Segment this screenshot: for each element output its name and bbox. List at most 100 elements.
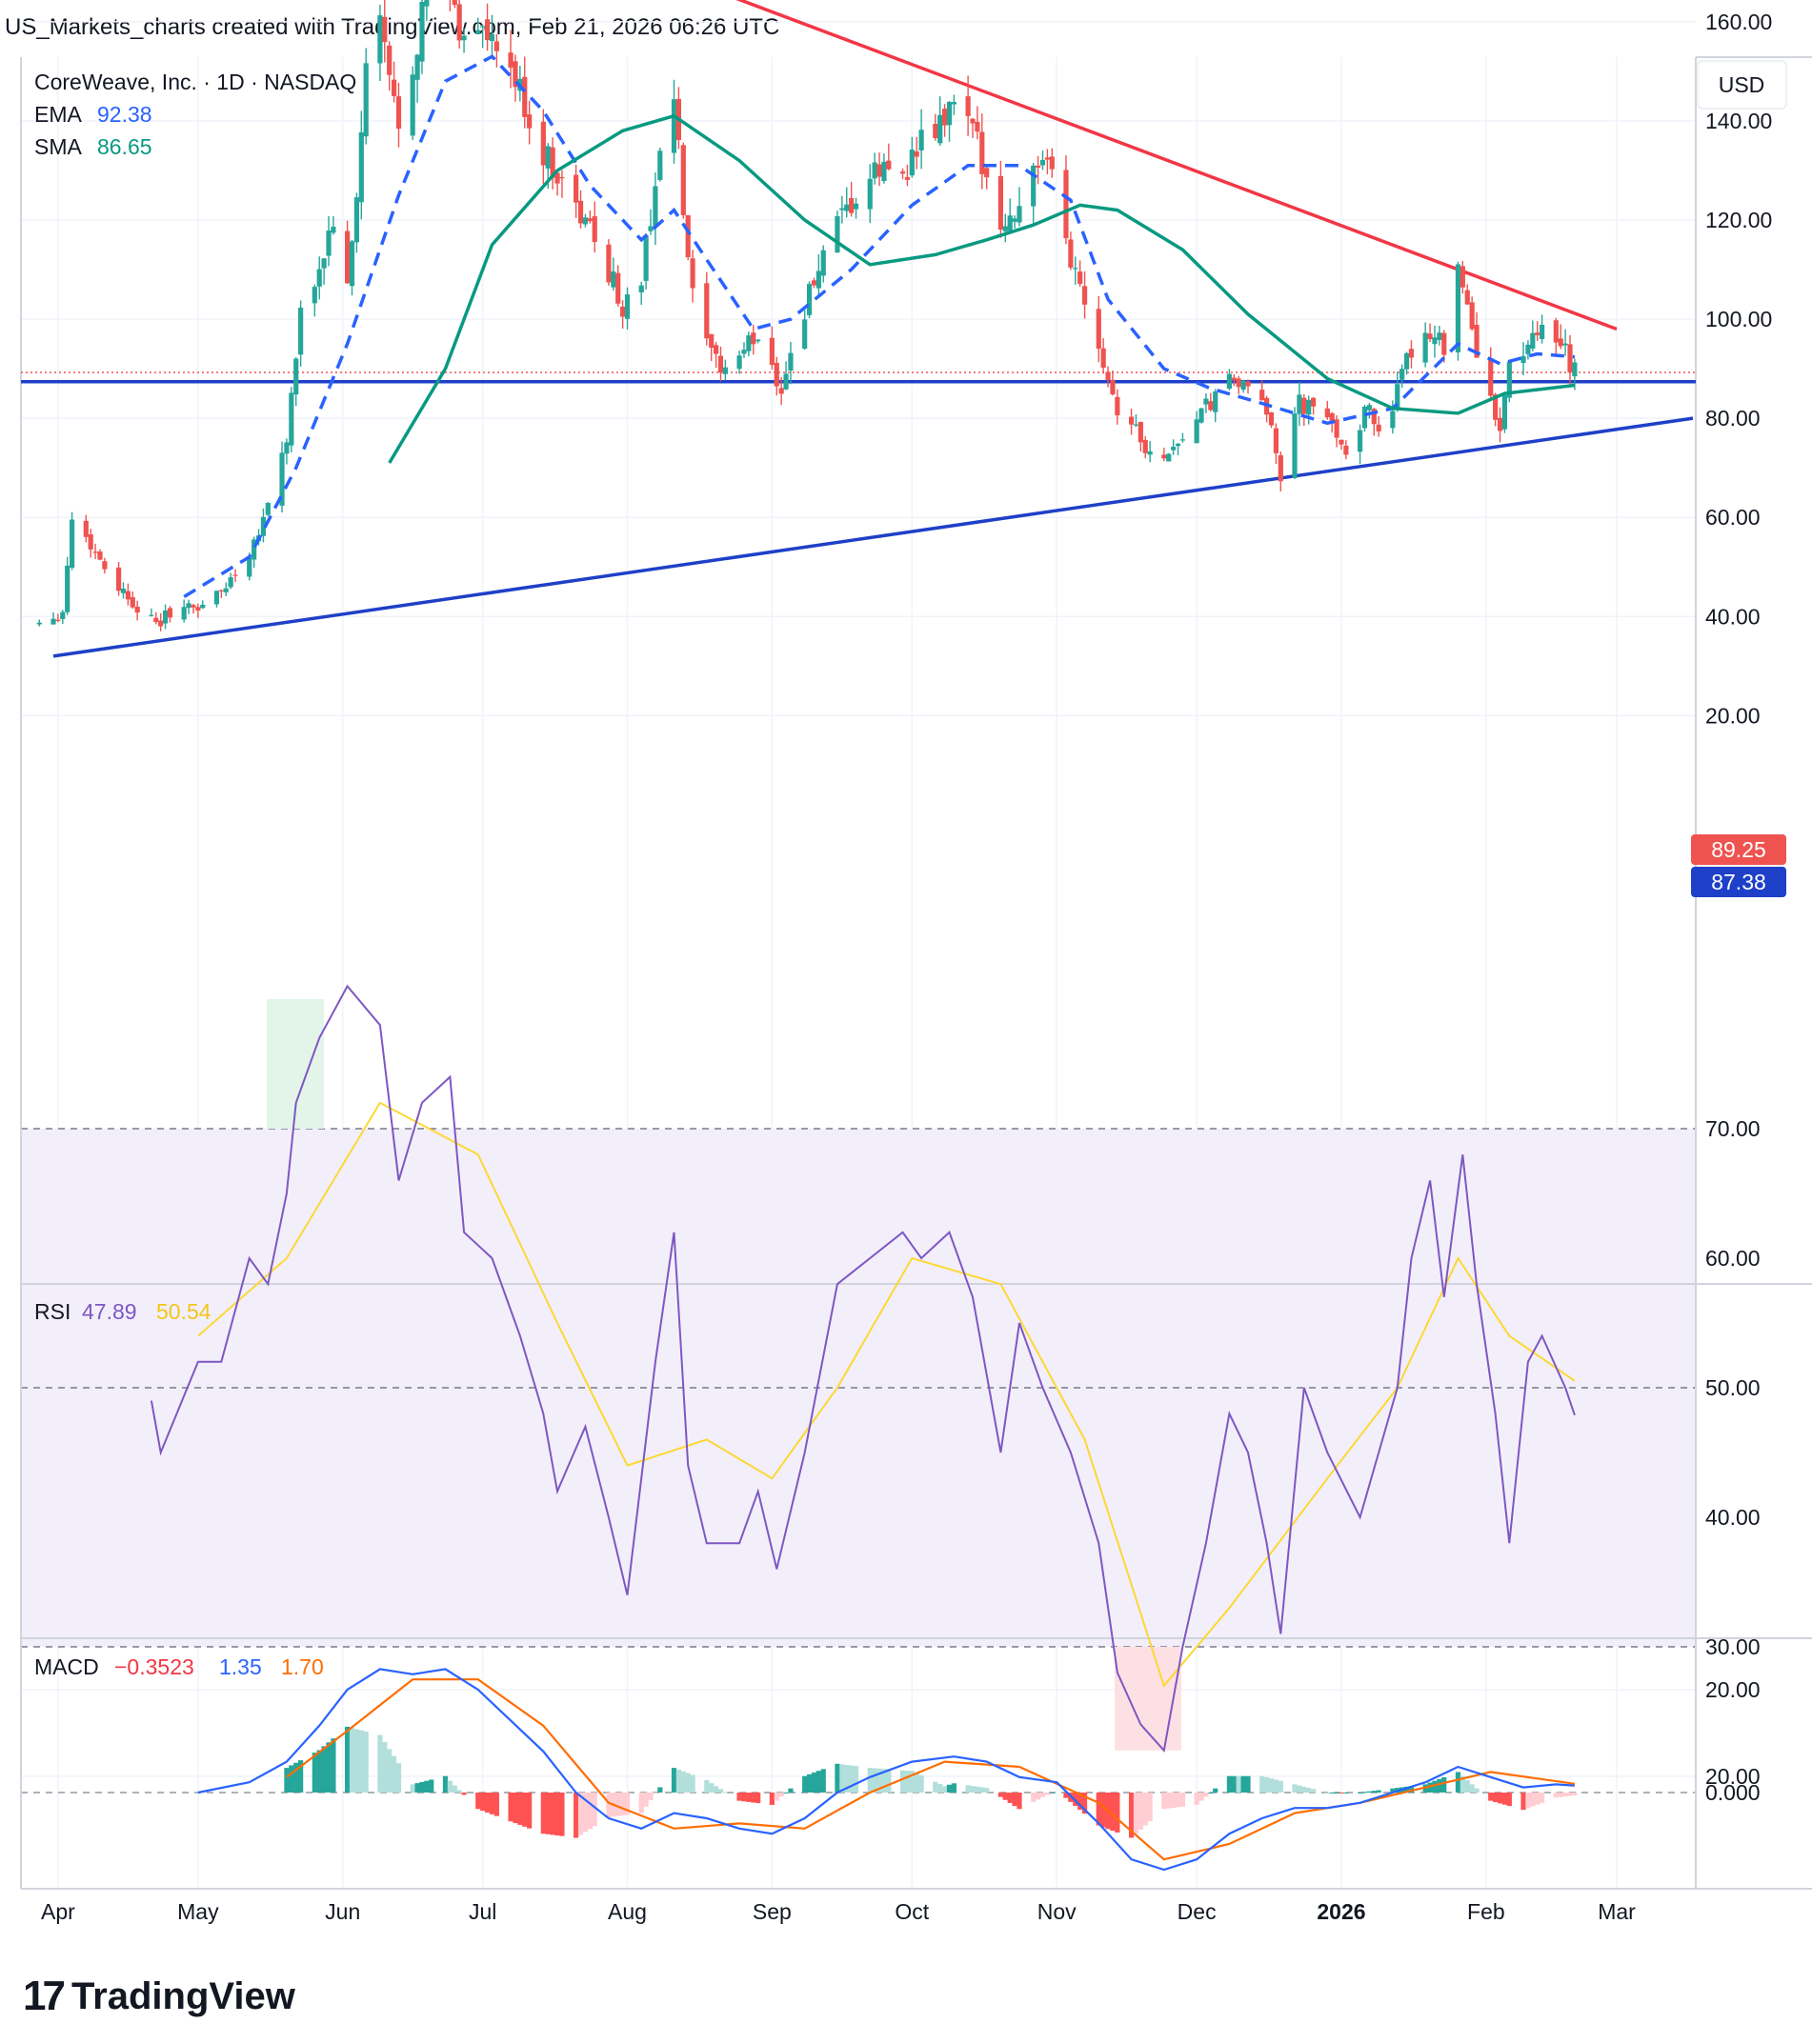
candle-body (125, 591, 131, 600)
macd-histogram-bar (1142, 1793, 1148, 1826)
candle-body (554, 172, 560, 184)
macd-histogram-bar (872, 1768, 877, 1793)
candle-body (736, 355, 742, 370)
candle-body (213, 591, 220, 605)
macd-histogram-bar (363, 1731, 369, 1793)
candle-body (722, 367, 728, 374)
macd-histogram-bar (685, 1773, 691, 1793)
candle-body (933, 124, 938, 139)
candle-body (69, 519, 75, 568)
macd-histogram-bar (984, 1788, 990, 1793)
candle-body (806, 284, 813, 315)
macd-histogram-bar (1226, 1775, 1233, 1793)
macd-histogram-bar (881, 1769, 887, 1793)
candle-body (886, 160, 892, 170)
candle-body (522, 76, 528, 117)
legend-symbol: CoreWeave, Inc. · 1D · NASDAQ (34, 70, 356, 94)
macd-histogram-bar (736, 1793, 742, 1801)
candle-body (653, 186, 658, 227)
macd-histogram-bar (1245, 1775, 1251, 1793)
candle-body (778, 388, 784, 394)
candle-body (577, 200, 584, 224)
macd-histogram-bar (1240, 1775, 1246, 1793)
candle-body (1460, 266, 1465, 288)
candle-body (424, 0, 430, 7)
macd-histogram-bar (853, 1766, 859, 1793)
candle-body (638, 285, 644, 292)
macd-histogram-bar (1110, 1793, 1116, 1832)
macd-histogram-bar (1310, 1789, 1317, 1793)
candle-body (942, 109, 948, 126)
macd-histogram-bar (867, 1768, 873, 1793)
macd-histogram-bar (778, 1793, 784, 1797)
macd-histogram-bar (1324, 1793, 1330, 1794)
macd-histogram-bar (522, 1793, 528, 1827)
candle-body (746, 335, 752, 351)
macd-histogram-bar (1133, 1793, 1139, 1834)
candle-body (1073, 268, 1078, 270)
macd-histogram-bar (1376, 1790, 1381, 1793)
candle-body (574, 174, 579, 203)
legend-ema-label: EMA (34, 102, 83, 127)
candle-body (1245, 381, 1251, 387)
macd-histogram-bar (554, 1793, 560, 1836)
support-trendline[interactable] (52, 416, 1694, 658)
candle-body (115, 567, 122, 591)
macd-histogram-bar (717, 1789, 724, 1793)
macd-lines (197, 1668, 1576, 1872)
tradingview-logo-text: TradingView (70, 1974, 295, 2017)
last-price-tag (1691, 834, 1786, 865)
macd-histogram-bar (484, 1793, 491, 1813)
tradingview-logo[interactable]: 17 TradingView (23, 1973, 295, 2019)
macd-histogram-bar (349, 1728, 355, 1793)
macd-histogram-bar (508, 1793, 513, 1822)
candle-body (1240, 380, 1246, 391)
macd-histogram-bar (1535, 1793, 1540, 1805)
candle-body (1297, 394, 1302, 414)
macd-histogram-bar (456, 1790, 462, 1793)
macd-histogram-bar (876, 1768, 882, 1793)
macd-histogram-bar (1002, 1793, 1008, 1800)
candle-body (951, 102, 957, 105)
sma-line (388, 113, 1576, 464)
candle-body (92, 551, 98, 553)
candle-body (899, 171, 906, 174)
candle-body (1171, 447, 1177, 451)
candle-body (582, 217, 589, 225)
candle-body (788, 352, 794, 371)
x-tick-label: Oct (895, 1899, 929, 1924)
macd-histogram-bar (783, 1793, 789, 1794)
candle-body (774, 362, 779, 387)
macd-histogram-bar (1213, 1788, 1218, 1793)
macd-histogram-bar (1306, 1788, 1312, 1793)
resistance-trendline[interactable] (390, 0, 1618, 331)
macd-histogram-bar (1366, 1791, 1372, 1793)
candle-body (1100, 348, 1106, 369)
candle-body (513, 61, 518, 88)
candle-body (587, 218, 593, 222)
candle-body (918, 130, 924, 150)
macd-histogram-bar (331, 1738, 336, 1793)
macd-histogram-bar (1171, 1793, 1177, 1809)
macd-histogram-bar (1390, 1788, 1396, 1793)
candle-body (849, 198, 855, 213)
candle-body (1334, 419, 1339, 438)
currency-button[interactable] (1697, 60, 1787, 110)
candle-body (1115, 396, 1120, 416)
macd-histogram-bar (1268, 1778, 1275, 1793)
candle-body (970, 118, 976, 124)
candle-body (839, 208, 845, 210)
candle-body (1558, 338, 1563, 347)
candle-body (1301, 397, 1307, 414)
y-tick-label: 80.00 (1705, 406, 1761, 431)
candle-body (1147, 451, 1153, 455)
x-tick-label: Jun (325, 1899, 360, 1924)
candle-body (1077, 271, 1083, 285)
candle-body (979, 131, 985, 174)
candle-body (1063, 170, 1069, 239)
candle-body (484, 19, 491, 41)
candle-body (1506, 361, 1512, 398)
candle-body (1493, 394, 1499, 420)
candle-body (671, 99, 677, 153)
